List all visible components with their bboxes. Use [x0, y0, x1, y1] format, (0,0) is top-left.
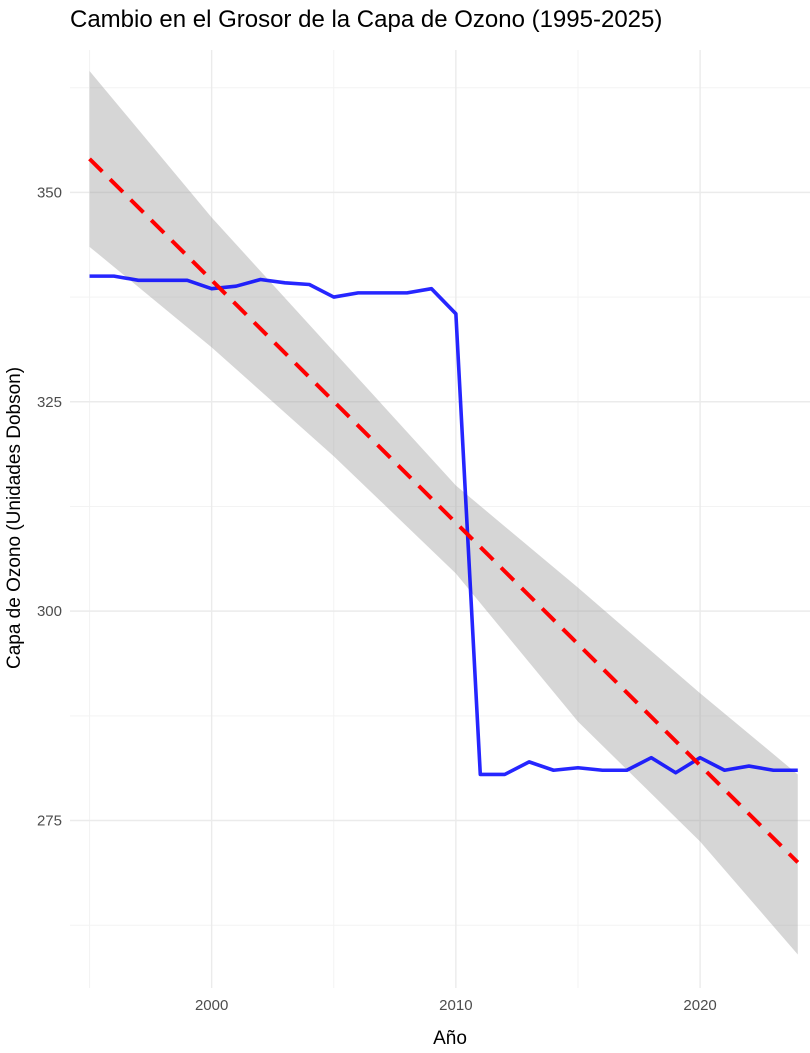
- trend-line-layer: [88, 157, 800, 864]
- y-tick-label: 275: [37, 813, 62, 830]
- x-tick-label: 2010: [439, 997, 472, 1014]
- linear-trend-line: [88, 157, 800, 864]
- chart-title: Cambio en el Grosor de la Capa de Ozono …: [70, 6, 662, 33]
- x-tick-label: 2000: [195, 997, 228, 1014]
- y-tick-label: 325: [37, 394, 62, 411]
- y-tick-label: 350: [37, 184, 62, 201]
- tick-labels: 275 300 325 350 2000 2010 2020: [37, 184, 717, 1014]
- y-axis-title: Capa de Ozono (Unidades Dobson): [4, 367, 25, 669]
- ozone-series-line: [89, 274, 798, 777]
- grid: [70, 50, 810, 988]
- x-tick-label: 2020: [683, 997, 716, 1014]
- y-tick-label: 300: [37, 603, 62, 620]
- ozone-line-layer: [89, 274, 798, 777]
- x-axis-title: Año: [433, 1028, 467, 1049]
